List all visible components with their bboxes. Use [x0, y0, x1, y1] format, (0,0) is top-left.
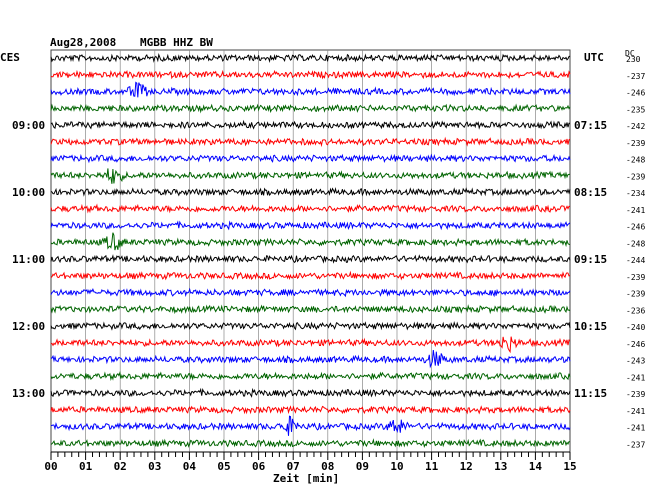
right-hour-label: 08:15 [574, 186, 607, 199]
trace-6 [50, 136, 571, 148]
trace-21 [50, 387, 571, 398]
row-labels: 09:00 10:00 11:00 12:00 13:00 07:15 08:15 09:15… [12, 55, 645, 449]
trace-15 [50, 287, 571, 298]
dc-offset-label: -241 [626, 373, 645, 382]
left-hour-label: 12:00 [12, 320, 45, 333]
x-tick-label: 06 [252, 460, 266, 473]
dc-offset-label: -248 [626, 156, 645, 165]
trace-20 [50, 370, 571, 382]
dc-offset-label: -241 [626, 206, 645, 215]
left-hour-label: 09:00 [12, 119, 45, 132]
dc-label: DC [625, 49, 635, 58]
dc-offset-label: -242 [626, 122, 645, 131]
left-hour-label: 11:00 [12, 253, 45, 266]
trace-11 [50, 220, 571, 231]
x-tick-label: 05 [217, 460, 230, 473]
chart-date: Aug28,2008 [50, 36, 116, 49]
right-hour-label: 11:15 [574, 387, 607, 400]
dc-offset-label: -237 [626, 440, 645, 449]
x-tick-label: 11 [425, 460, 439, 473]
x-tick-label: 03 [148, 460, 161, 473]
trace-12 [50, 232, 571, 251]
trace-1 [50, 52, 571, 64]
trace-24 [50, 438, 571, 449]
x-tick-label: 08 [321, 460, 334, 473]
left-hour-label: 13:00 [12, 387, 45, 400]
trace-10 [50, 203, 571, 214]
trace-4 [50, 103, 571, 114]
dc-offset-label: -241 [626, 424, 645, 433]
traces [50, 52, 571, 449]
trace-17 [50, 321, 571, 331]
dc-offset-label: -236 [626, 306, 645, 315]
x-axis-label: Zeit [min] [273, 472, 339, 485]
grid [50, 49, 571, 453]
dc-offset-label: -246 [626, 223, 645, 232]
dc-offset-label: -234 [626, 189, 645, 198]
trace-19 [50, 350, 571, 369]
left-hour-label: 10:00 [12, 186, 45, 199]
x-tick-label: 10 [390, 460, 403, 473]
dc-offset-label: -235 [626, 105, 645, 114]
dc-offset-label: -240 [626, 323, 645, 332]
x-tick-label: 09 [356, 460, 369, 473]
x-tick-label: 07 [287, 460, 300, 473]
trace-13 [50, 254, 571, 264]
x-axis: 00 01 02 03 04 05 06 07 08 09 10 11 12 13 14 15 [44, 451, 577, 473]
x-tick-label: 15 [563, 460, 576, 473]
trace-7 [50, 153, 571, 164]
trace-5 [50, 119, 570, 130]
right-hour-label: 07:15 [574, 119, 607, 132]
dc-offset-label: 230 [626, 55, 641, 64]
x-tick-label: 01 [79, 460, 93, 473]
right-hour-label: 10:15 [574, 320, 607, 333]
dc-offset-label: -241 [626, 407, 645, 416]
dc-offset-label: -244 [626, 256, 645, 265]
chart-station: MGBB HHZ BW [140, 36, 213, 49]
dc-offset-label: -239 [626, 390, 645, 399]
trace-22 [50, 404, 571, 415]
trace-3 [50, 81, 571, 98]
trace-8 [50, 168, 571, 184]
x-tick-label: 02 [114, 460, 127, 473]
x-tick-label: 14 [529, 460, 543, 473]
trace-16 [50, 304, 571, 315]
dc-offset-label: -243 [626, 357, 645, 366]
trace-14 [50, 270, 571, 281]
dc-offset-label: -248 [626, 239, 645, 248]
dc-offset-label: -239 [626, 172, 645, 181]
trace-2 [50, 69, 571, 80]
dc-offset-label: -239 [626, 139, 645, 148]
x-tick-label: 00 [44, 460, 57, 473]
dc-offset-label: -239 [626, 290, 645, 299]
x-tick-label: 04 [183, 460, 197, 473]
dc-offset-label: -246 [626, 340, 645, 349]
dc-offset-label: -237 [626, 72, 645, 81]
dc-offset-label: -239 [626, 273, 645, 282]
trace-23 [50, 415, 571, 436]
right-timezone: UTC [584, 51, 604, 64]
x-tick-label: 13 [494, 460, 507, 473]
x-tick-label: 12 [460, 460, 473, 473]
right-hour-label: 09:15 [574, 253, 607, 266]
dc-offset-label: -246 [626, 89, 645, 98]
trace-9 [50, 187, 571, 197]
trace-18 [50, 336, 571, 354]
left-timezone: CES [0, 51, 20, 64]
